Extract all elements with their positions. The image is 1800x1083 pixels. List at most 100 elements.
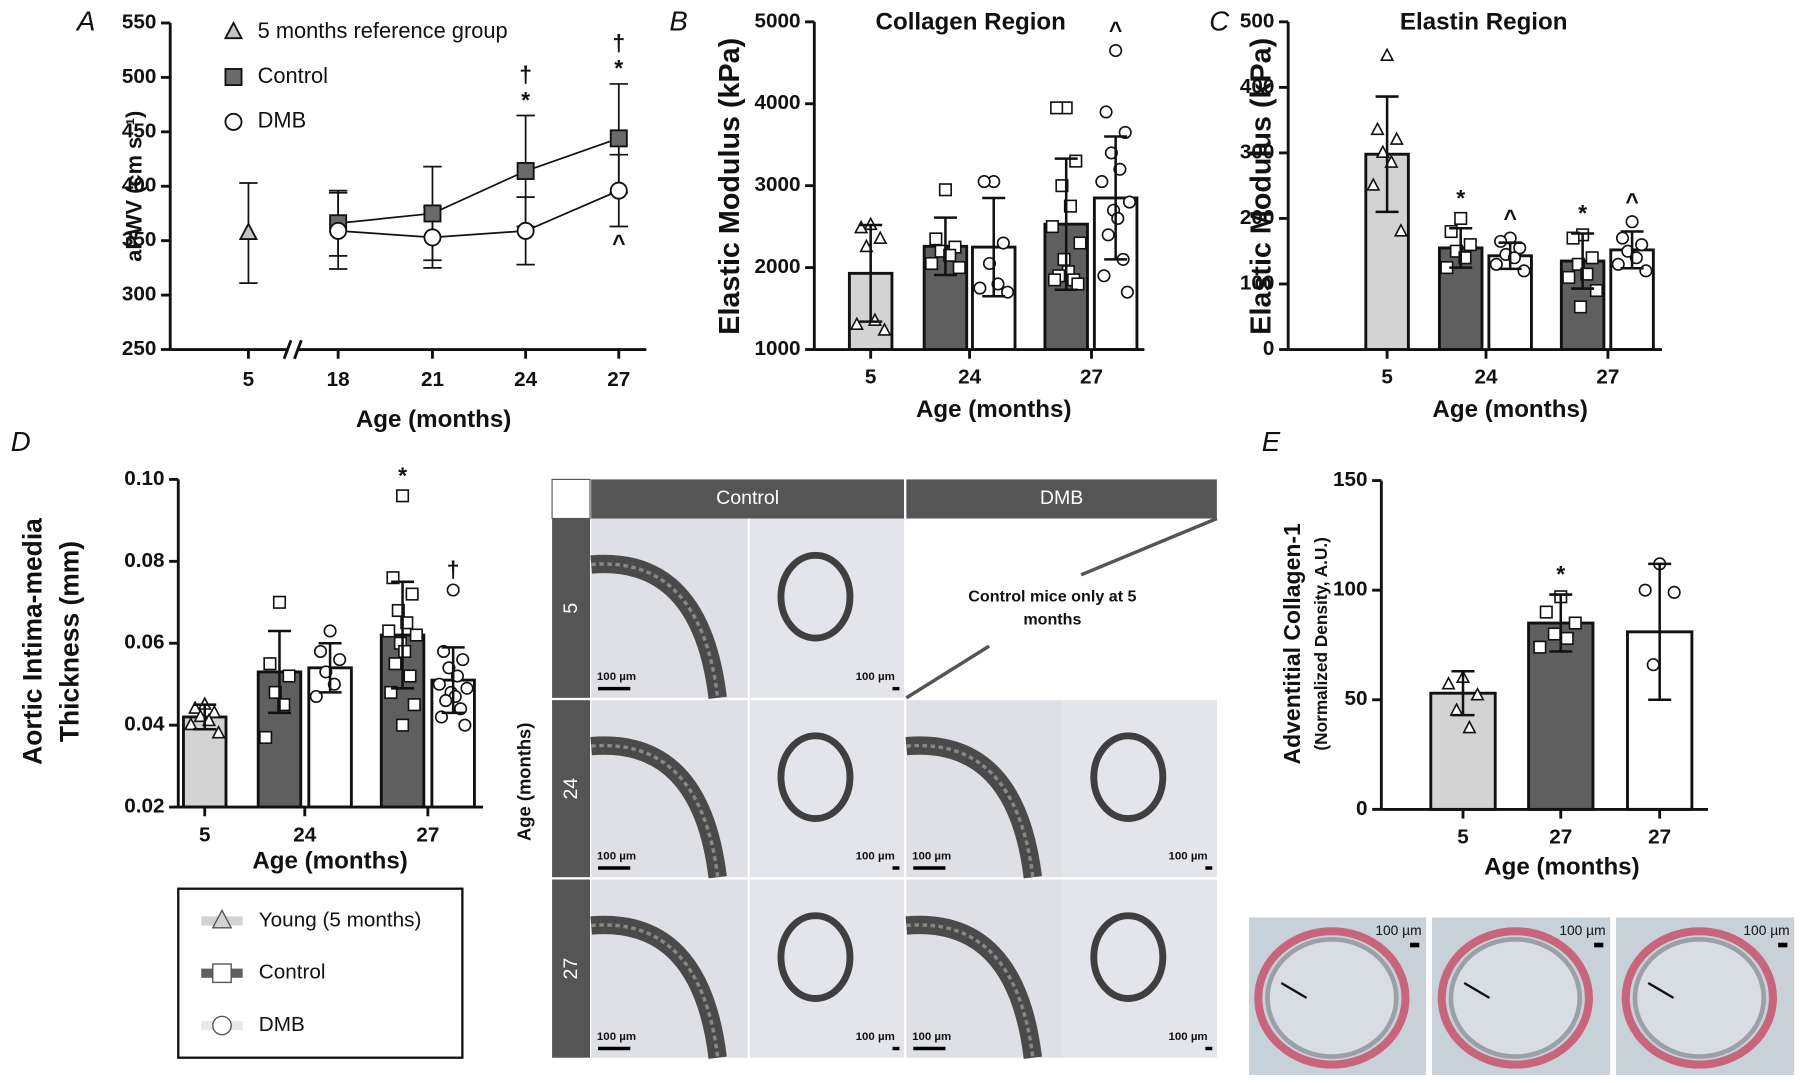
data-point xyxy=(929,232,943,246)
vessel-wall xyxy=(906,743,1035,878)
legend-label: Control xyxy=(259,961,326,984)
scale-bar-label: 100 µm xyxy=(856,851,895,863)
data-point xyxy=(201,712,217,727)
y-tick-label: 100 xyxy=(1240,271,1275,294)
arrow xyxy=(1280,981,1308,999)
stain-ring xyxy=(1621,927,1777,1069)
chart-title: Collagen Region xyxy=(876,8,1066,35)
data-point xyxy=(1122,195,1137,209)
y-tick-label: 0.02 xyxy=(124,795,164,818)
x-tick-label: 24 xyxy=(514,368,538,391)
data-point xyxy=(943,248,957,262)
data-point xyxy=(1615,231,1630,245)
data-point xyxy=(1635,238,1649,252)
y-tick-label: 0.10 xyxy=(124,467,164,490)
y-axis-label: aPWV (cm s⁻¹) xyxy=(121,111,146,262)
x-tick-label: 5 xyxy=(1457,826,1469,849)
arrow xyxy=(1463,981,1491,999)
y-tick-label: 200 xyxy=(1240,206,1275,229)
data-point xyxy=(1069,154,1083,168)
note-line xyxy=(905,644,991,700)
error-bar xyxy=(1571,232,1595,290)
data-point xyxy=(1539,605,1553,619)
stain-ring-inner xyxy=(1632,936,1767,1059)
data-point xyxy=(458,718,472,732)
data-point xyxy=(1458,251,1472,265)
y-axis-note: (Normalized Density, A.U.) xyxy=(1311,537,1331,751)
scale-bar-label: 100 µm xyxy=(912,1031,951,1043)
panel-label: C xyxy=(1209,5,1230,36)
header-blank xyxy=(551,478,591,520)
data-point xyxy=(877,322,892,336)
x-tick-label: 27 xyxy=(1080,366,1103,389)
x-tick-label: 21 xyxy=(421,368,444,391)
legend-marker xyxy=(223,20,244,40)
data-point xyxy=(1454,211,1468,225)
data-point xyxy=(183,716,198,731)
data-point xyxy=(1489,257,1503,271)
error-bar xyxy=(1449,227,1473,269)
column-header-label: DMB xyxy=(1040,487,1083,509)
data-point xyxy=(1104,146,1118,160)
panel-label: A xyxy=(75,5,95,36)
vessel-ring xyxy=(777,551,854,642)
scale-bar-label: 100 µm xyxy=(856,1031,895,1043)
data-point xyxy=(1111,211,1125,225)
data-point xyxy=(446,583,460,597)
data-point xyxy=(329,221,348,240)
data-point xyxy=(333,653,347,667)
data-point xyxy=(409,628,423,642)
y-tick-label: 250 xyxy=(122,337,157,360)
data-point xyxy=(1366,177,1381,191)
axis-break xyxy=(293,339,303,360)
data-point xyxy=(1547,627,1561,641)
x-tick-label: 27 xyxy=(607,368,630,391)
vessel-ring xyxy=(777,732,854,823)
y-tick-label: 1000 xyxy=(754,337,800,360)
data-point xyxy=(405,587,419,601)
data-point xyxy=(1384,154,1399,168)
data-point xyxy=(1507,251,1521,265)
data-point xyxy=(403,669,417,683)
note-area xyxy=(906,518,1217,698)
data-point xyxy=(1571,257,1585,271)
error-bar xyxy=(1620,230,1644,270)
data-point xyxy=(398,644,412,658)
data-point xyxy=(193,708,208,723)
scale-bar-label: 100 µm xyxy=(1559,923,1605,938)
y-tick-label: 0 xyxy=(1263,337,1275,360)
error-bar xyxy=(267,629,291,715)
row-header-label: 24 xyxy=(560,778,582,800)
data-point xyxy=(996,236,1010,250)
data-point xyxy=(456,653,470,667)
data-point xyxy=(952,261,966,275)
data-point xyxy=(1095,175,1109,189)
data-point xyxy=(1073,236,1087,250)
scale-bar-label: 100 µm xyxy=(597,671,636,683)
data-point xyxy=(1562,270,1576,284)
data-point xyxy=(516,162,535,180)
error-bar xyxy=(193,703,217,731)
data-point xyxy=(991,277,1005,291)
scale-bar-label: 100 µm xyxy=(597,1031,636,1043)
data-point xyxy=(323,624,337,638)
y-tick-label: 2000 xyxy=(754,255,800,278)
error-bar xyxy=(318,641,342,694)
vessel-ring xyxy=(777,912,854,1002)
data-point xyxy=(1462,719,1477,734)
y-tick-label: 0.06 xyxy=(124,631,164,654)
y-tick-label: 300 xyxy=(122,283,157,306)
vessel-ring xyxy=(1090,912,1167,1002)
error-bar xyxy=(391,580,415,690)
data-point xyxy=(1097,269,1111,283)
data-point xyxy=(516,221,535,240)
panel-label: B xyxy=(669,5,687,36)
y-tick-label: 50 xyxy=(1345,687,1368,710)
x-tick-label: 5 xyxy=(243,368,255,391)
annotation: ^ xyxy=(1109,17,1122,43)
data-point xyxy=(1389,131,1404,145)
data-point xyxy=(386,571,400,585)
x-tick-label: 24 xyxy=(1474,366,1498,389)
scale-bar-label: 100 µm xyxy=(912,851,951,863)
